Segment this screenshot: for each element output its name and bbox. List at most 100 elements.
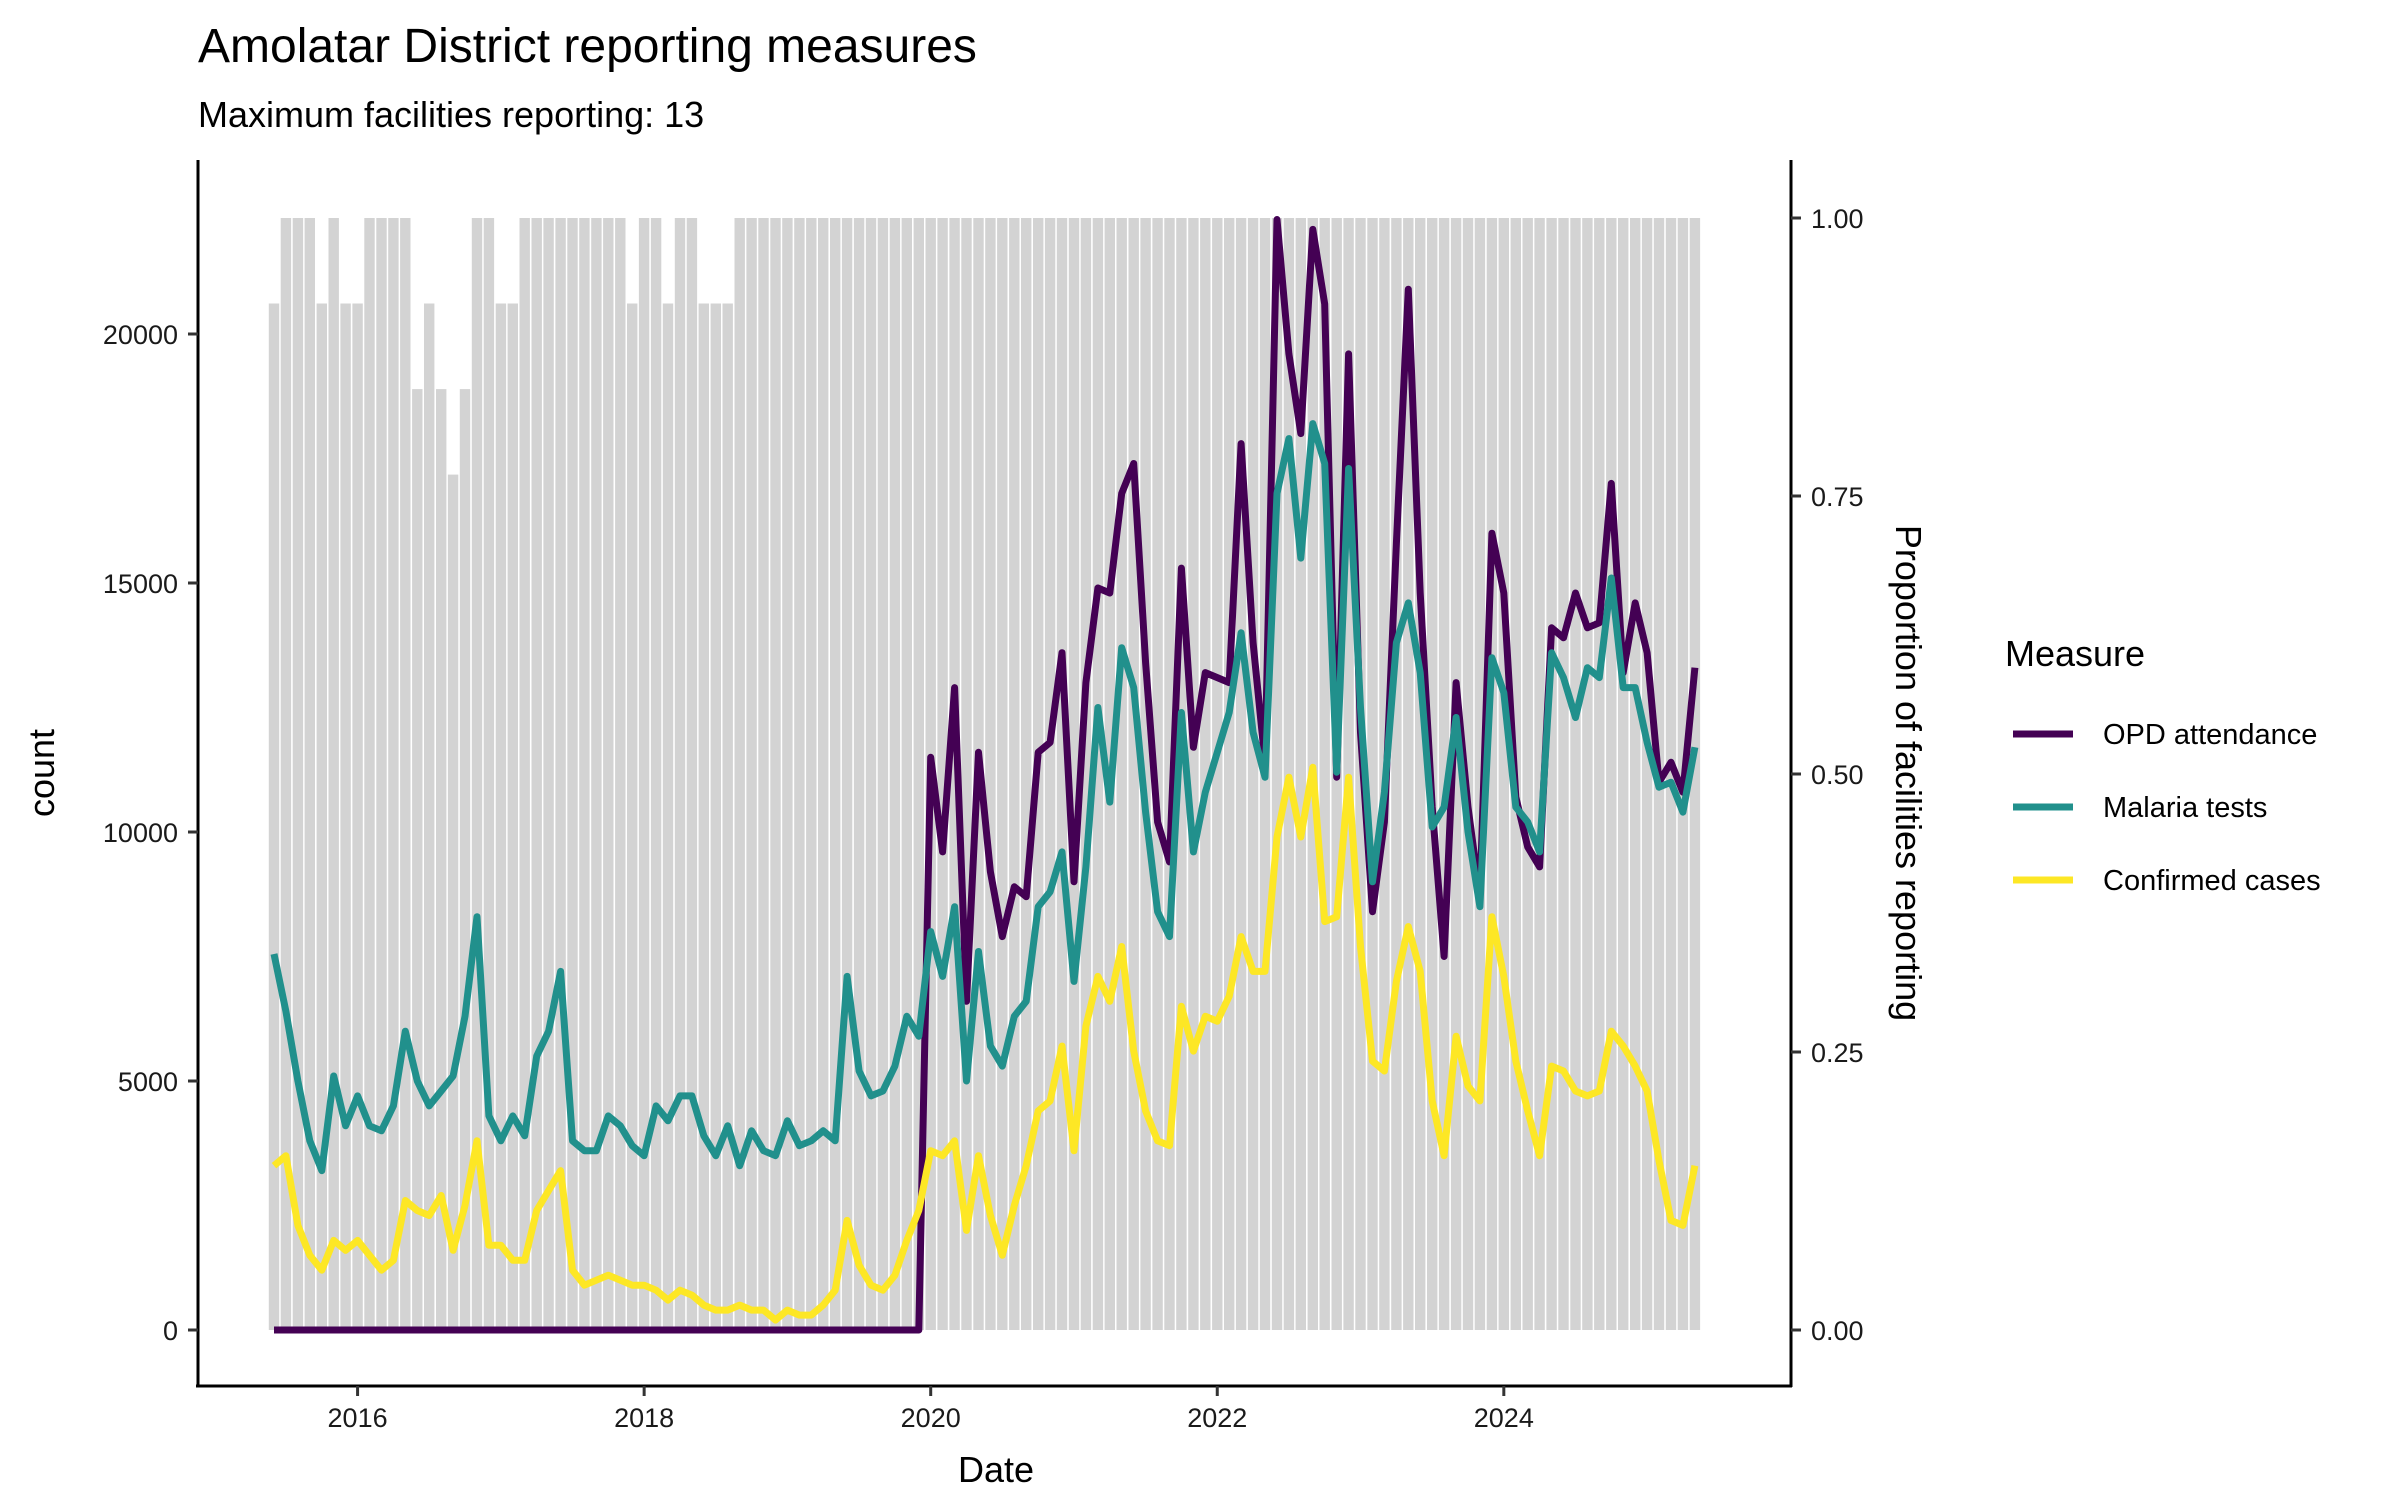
reporting-bar: [376, 218, 387, 1330]
reporting-bar: [650, 218, 662, 1330]
chart-subtitle: Maximum facilities reporting: 13: [198, 94, 704, 135]
reporting-bar: [638, 218, 650, 1330]
reporting-bar: [686, 218, 698, 1330]
reporting-bar: [567, 218, 578, 1330]
reporting-bar: [1558, 218, 1569, 1330]
reporting-bar: [794, 218, 805, 1330]
reporting-bar: [316, 303, 327, 1330]
y2-tick-label: 0.00: [1811, 1316, 1864, 1346]
reporting-bar: [877, 218, 889, 1330]
reporting-bar: [579, 218, 590, 1330]
reporting-bar: [412, 389, 423, 1331]
y-tick-label: 10000: [103, 818, 178, 848]
reporting-bar: [1606, 218, 1617, 1330]
reporting-bar: [1164, 218, 1175, 1330]
reporting-bar: [1080, 218, 1092, 1330]
reporting-bar: [400, 218, 411, 1330]
y2-tick-label: 0.75: [1811, 482, 1864, 512]
reporting-bar: [853, 218, 865, 1330]
reporting-bar: [615, 218, 626, 1330]
reporting-bar: [674, 218, 686, 1330]
reporting-bar: [1522, 218, 1533, 1330]
reporting-bar: [1021, 218, 1032, 1330]
reporting-bar: [1450, 218, 1462, 1330]
reporting-bar: [662, 303, 674, 1330]
reporting-bar: [913, 218, 924, 1330]
x-tick-label: 2024: [1474, 1403, 1534, 1433]
series-line-confirmed-cases: [271, 763, 1699, 1324]
reporting-bar: [1009, 218, 1020, 1330]
reporting-bar: [1152, 218, 1163, 1330]
reporting-bar: [268, 303, 280, 1330]
reporting-bar: [1200, 218, 1211, 1330]
reporting-bar: [1630, 218, 1641, 1330]
y-axis-ticks: 0 5000 10000 15000 20000: [103, 320, 198, 1346]
reporting-bar: [543, 218, 554, 1330]
reporting-bar: [471, 218, 483, 1330]
y2-tick-label: 0.50: [1811, 760, 1864, 790]
reporting-bar: [1403, 218, 1414, 1330]
x-tick-label: 2018: [614, 1403, 674, 1433]
series-lines: [270, 216, 1699, 1334]
y-tick-label: 5000: [118, 1067, 178, 1097]
reporting-bar: [364, 218, 375, 1330]
reporting-bar: [937, 218, 948, 1330]
reporting-bar: [1116, 218, 1127, 1330]
y-tick-label: 20000: [103, 320, 178, 350]
reporting-bar: [734, 218, 745, 1330]
reporting-bar: [280, 218, 292, 1330]
reporting-bar: [1534, 218, 1545, 1330]
reporting-bar: [555, 218, 566, 1330]
y-tick-label: 0: [163, 1316, 178, 1346]
x-tick-label: 2016: [328, 1403, 388, 1433]
reporting-bar: [1689, 218, 1701, 1330]
reporting-bar: [447, 474, 459, 1331]
reporting-bar: [901, 218, 912, 1330]
legend-label-malaria-tests: Malaria tests: [2103, 792, 2267, 824]
reporting-bar: [483, 218, 495, 1330]
reporting-bar: [1188, 218, 1199, 1330]
reporting-bar: [985, 218, 996, 1330]
reporting-bar: [698, 303, 709, 1330]
reporting-bar: [1486, 218, 1498, 1330]
legend-label-opd-attendance: OPD attendance: [2103, 719, 2317, 751]
reporting-bar: [1044, 218, 1056, 1330]
reporting-bar: [1128, 218, 1139, 1330]
legend: Measure OPD attendance Malaria tests Confi…: [2005, 633, 2321, 897]
reporting-bar: [591, 218, 602, 1330]
reporting-bar: [1570, 218, 1581, 1330]
y-axis-title: count: [21, 729, 62, 817]
reporting-bar: [770, 218, 781, 1330]
reporting-bar: [352, 303, 363, 1330]
reporting-bar: [519, 218, 530, 1330]
x-axis-title: Date: [958, 1449, 1034, 1490]
reporting-bar: [304, 218, 315, 1330]
reporting-bar: [1474, 218, 1486, 1330]
reporting-bar: [865, 218, 877, 1330]
series-line-opd-attendance: [274, 216, 1699, 1334]
reporting-bar: [1498, 218, 1509, 1330]
reporting-bar: [961, 218, 972, 1330]
reporting-bar: [1247, 218, 1259, 1330]
legend-label-confirmed-cases: Confirmed cases: [2103, 865, 2321, 897]
reporting-bar: [1367, 218, 1378, 1330]
reporting-bar: [1582, 218, 1593, 1330]
reporting-bar: [818, 218, 829, 1330]
y2-tick-label: 1.00: [1811, 204, 1864, 234]
reporting-bar: [459, 389, 471, 1331]
y2-axis-title: Proportion of facilities reporting: [1888, 525, 1929, 1021]
reporting-bar: [1546, 218, 1557, 1330]
reporting-bar: [1224, 218, 1235, 1330]
x-tick-label: 2022: [1187, 1403, 1247, 1433]
reporting-bar: [1618, 218, 1629, 1330]
reporting-bar: [1295, 218, 1306, 1330]
reporting-bar: [1092, 218, 1104, 1330]
reporting-bar: [722, 303, 733, 1330]
reporting-bar: [436, 389, 447, 1331]
reporting-bar: [1068, 218, 1080, 1330]
reporting-bar: [1271, 218, 1283, 1330]
reporting-bar: [1415, 218, 1426, 1330]
reporting-bar: [1594, 218, 1605, 1330]
reporting-bar: [1319, 218, 1330, 1330]
